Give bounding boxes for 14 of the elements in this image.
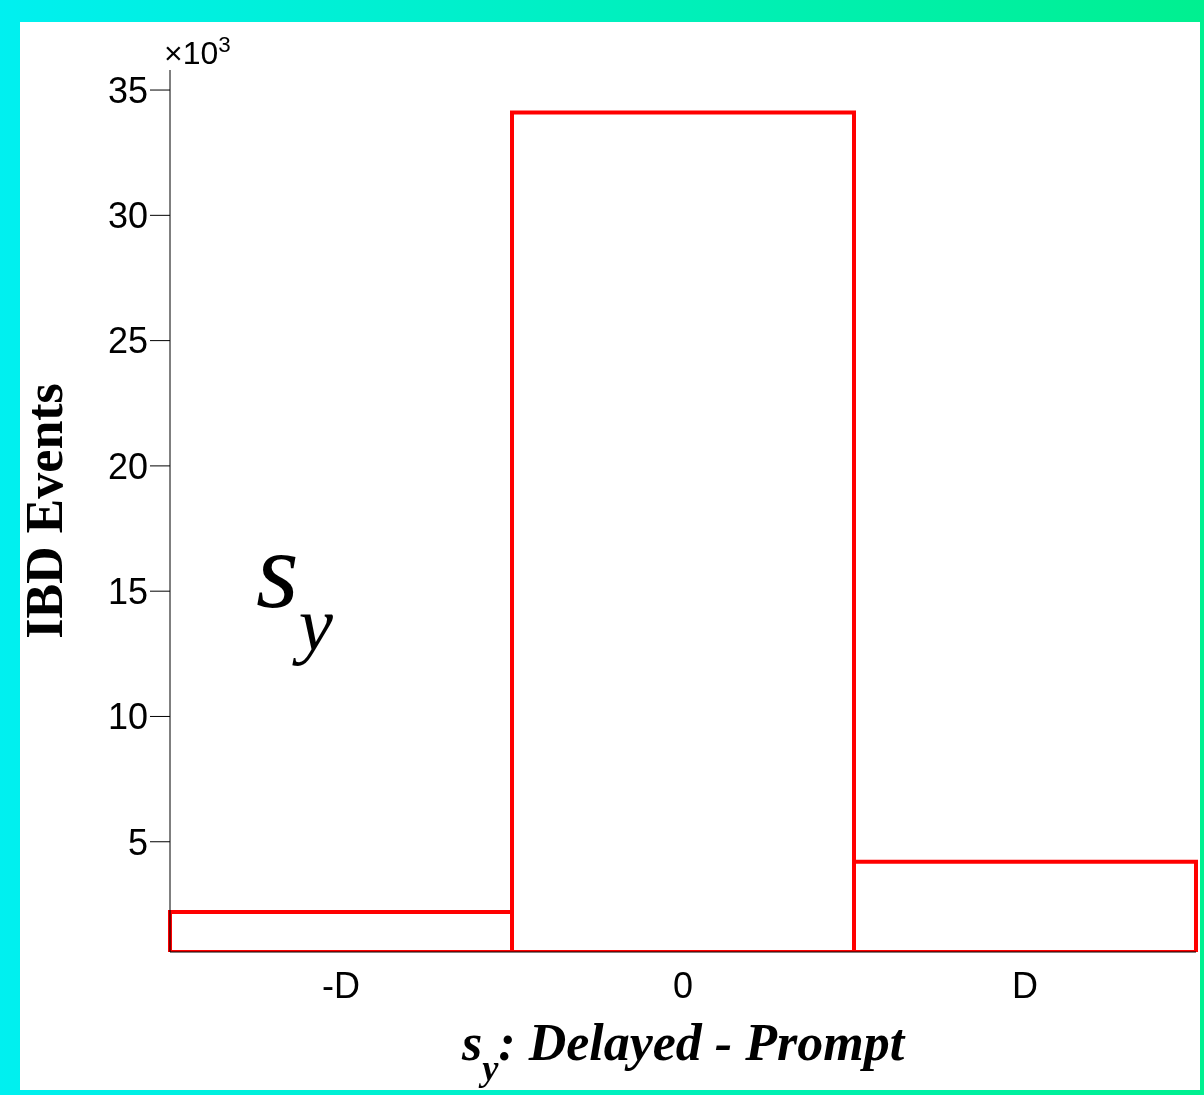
y-tick-label: 15: [107, 570, 148, 612]
y-axis-title: IBD Events: [15, 383, 73, 639]
x-axis-title: s$_{y}$: Delayed - Prompt: [460, 1014, 906, 1088]
y-tick-label: 20: [107, 445, 148, 487]
y-tick-label: 35: [107, 69, 148, 111]
x-tick-label: D: [1012, 964, 1038, 1006]
y-tick-label: 5: [127, 821, 148, 863]
y-tick-label: 25: [107, 320, 148, 362]
annotation: ×10$^{3}$: [164, 31, 231, 71]
x-tick-label: 0: [672, 964, 694, 1006]
y-tick-label: 10: [107, 696, 148, 738]
y-tick-label: 30: [107, 195, 148, 237]
x-tick-label: -D: [322, 964, 360, 1006]
annotation: s$_{y}$: [256, 509, 334, 667]
